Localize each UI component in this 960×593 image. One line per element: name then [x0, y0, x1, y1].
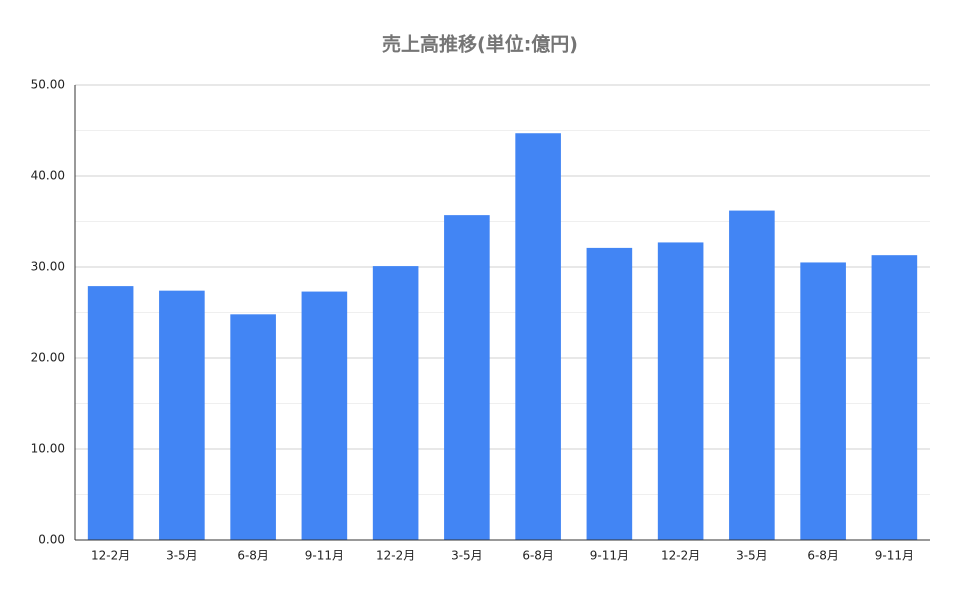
x-tick-label: 12-2月 — [91, 549, 130, 563]
bar — [657, 242, 704, 540]
x-tick-label: 9-11月 — [305, 549, 344, 563]
y-tick-label: 30.00 — [31, 260, 65, 274]
bar — [586, 247, 633, 540]
x-tick-label: 6-8月 — [807, 549, 839, 563]
bar — [729, 210, 775, 540]
x-tick-label: 12-2月 — [661, 549, 700, 563]
bar — [515, 133, 561, 541]
x-tick-label: 3-5月 — [451, 549, 483, 563]
x-tick-label: 3-5月 — [736, 549, 768, 563]
bar — [800, 262, 846, 540]
x-tick-label: 9-11月 — [590, 549, 629, 563]
bar — [871, 255, 918, 541]
y-tick-label: 50.00 — [31, 78, 65, 92]
y-tick-label: 20.00 — [31, 351, 65, 365]
x-tick-label: 3-5月 — [166, 549, 198, 563]
bar — [301, 291, 348, 540]
x-tick-label: 6-8月 — [237, 549, 269, 563]
bar — [230, 314, 276, 540]
bar — [372, 266, 419, 540]
bar — [444, 215, 490, 540]
y-tick-label: 40.00 — [31, 169, 65, 183]
x-tick-label: 9-11月 — [875, 549, 914, 563]
y-tick-label: 0.00 — [38, 533, 65, 547]
x-tick-label: 12-2月 — [376, 549, 415, 563]
bar — [159, 290, 205, 540]
bar — [87, 286, 134, 540]
x-tick-label: 6-8月 — [522, 549, 554, 563]
y-tick-label: 10.00 — [31, 442, 65, 456]
chart-title: 売上高推移(単位:億円) — [382, 33, 578, 56]
